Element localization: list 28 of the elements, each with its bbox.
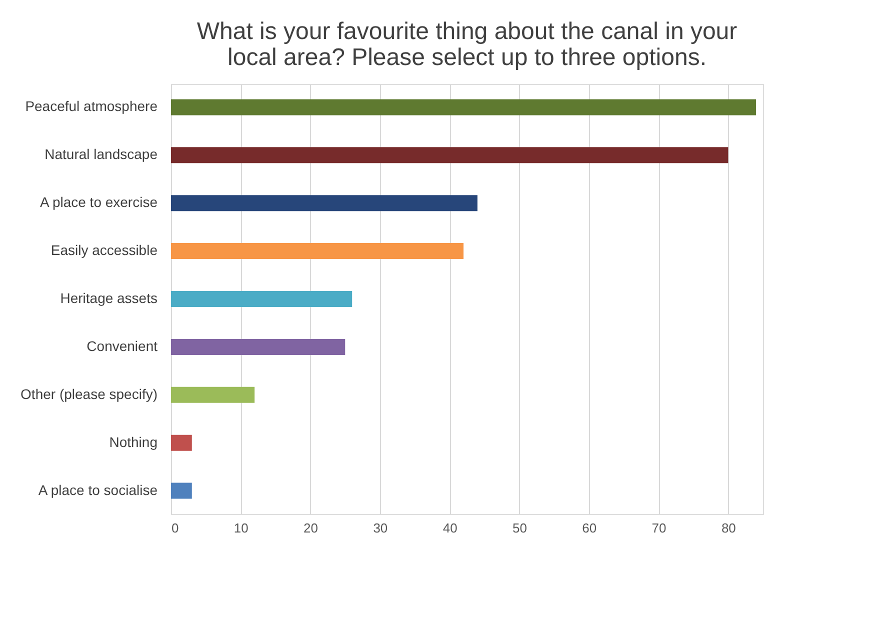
bar <box>171 195 478 212</box>
bar <box>171 386 255 403</box>
y-tick-label: Other (please specify) <box>20 386 158 402</box>
y-tick-label: Heritage assets <box>60 290 158 306</box>
bar <box>171 243 464 260</box>
x-tick-label: 40 <box>442 520 458 536</box>
bar <box>171 338 346 355</box>
chart-title: What is your favourite thing about the canal in your local area? Please select up to three options. <box>196 18 738 71</box>
y-tick-label: Peaceful atmosphere <box>25 98 158 114</box>
x-tick-label: 20 <box>304 520 318 536</box>
y-tick-label: Nothing <box>109 434 158 450</box>
x-tick-label: 50 <box>512 520 527 536</box>
x-tick-label: 10 <box>234 520 248 536</box>
x-tick-label: 30 <box>373 520 388 536</box>
bar <box>171 291 352 307</box>
x-tick-label: 70 <box>652 520 666 536</box>
y-tick-label: A place to exercise <box>40 194 158 210</box>
x-tick-label: 80 <box>721 520 736 536</box>
y-tick-label: Convenient <box>86 338 158 354</box>
y-tick-label: A place to socialise <box>38 482 158 498</box>
y-tick-label: Easily accessible <box>50 242 158 258</box>
y-tick-label: Natural landscape <box>44 146 158 162</box>
bar <box>171 434 192 451</box>
bar <box>171 99 756 116</box>
bar <box>171 482 192 499</box>
x-tick-label: 60 <box>582 520 597 536</box>
bar <box>171 147 728 164</box>
x-tick-label: 0 <box>172 520 179 536</box>
